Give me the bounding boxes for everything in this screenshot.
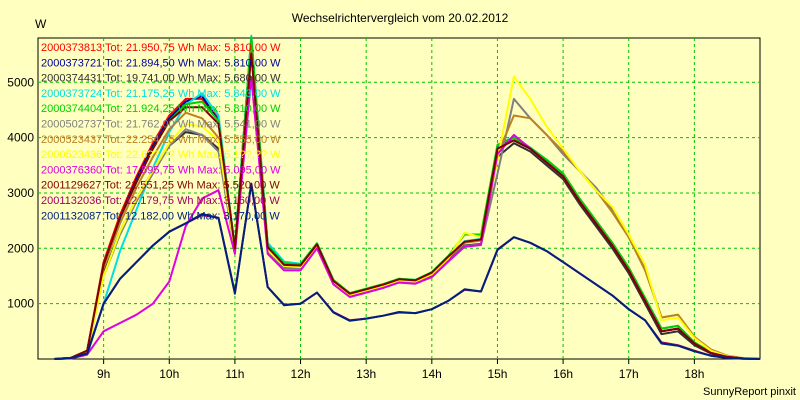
legend-entry-2000373721: 2000373721 Tot: 21.894,50 Wh Max: 5.810,… [41,57,281,69]
y-tick-label: 1000 [7,297,34,311]
x-tick-label: 14h [422,367,442,381]
x-tick-label: 18h [684,367,704,381]
legend-entry-2000374404: 2000374404 Tot: 21.924,25 Wh Max: 5.810,… [41,103,281,115]
series-line-2000523436 [54,75,761,360]
x-tick-label: 16h [553,367,573,381]
footer-credit: SunnyReport pinxit [703,386,796,398]
grid [38,38,760,359]
x-tick-label: 12h [291,367,311,381]
y-axis-label: W [35,17,47,31]
legend-entry-2000523436: 2000523436 Tot: 22.6??,?? Wh Max: 5.1??,… [41,149,281,161]
chart-title: Wechselrichtervergleich vom 20.02.2012 [292,11,509,25]
legend-entry-2001129627: 2001129627 Tot: 21.551,25 Wh Max: 5.520,… [41,180,280,192]
series-line-2001132087 [54,182,761,360]
x-tick-label: 15h [487,367,507,381]
series-line-2001129627 [54,52,761,360]
x-tick-label: 10h [159,367,179,381]
y-tick-label: 5000 [7,75,34,89]
legend: 2000373813 Tot: 21.950,75 Wh Max: 5.810,… [41,42,281,222]
x-tick-label: 11h [225,367,244,381]
legend-entry-2000502737: 2000502737 Tot: 21.762,00 Wh Max: 5.541,… [41,119,281,131]
x-tick-label: 9h [97,367,110,381]
legend-entry-2000523437: 2000523437 Tot: 22.254,25 Wh Max: 5.555,… [41,134,281,146]
plot-area [37,37,761,360]
series-layer [54,34,761,360]
legend-entry-2001132087: 2001132087 Tot: 12.182,00 Wh Max: 3.170,… [41,210,280,222]
legend-entry-2001132036: 2001132036 Tot: 12.179,75 Wh Max: 3.160,… [41,195,280,207]
legend-entry-2000376360: 2000376360 Tot: 17.595,75 Wh Max: 5.095,… [41,164,281,176]
x-tick-label: 13h [356,367,376,381]
x-tick-label: 17h [619,367,639,381]
y-tick-label: 4000 [7,131,34,145]
axes: 1000 2000 3000 4000 5000 9h 10h 11h 12h 13h 14h 15h… [7,75,704,381]
y-tick-label: 2000 [7,241,34,255]
legend-entry-2000373724: 2000373724 Tot: 21.175,25 Wh Max: 5.843,… [41,88,281,100]
legend-entry-2000373813: 2000373813 Tot: 21.950,75 Wh Max: 5.810,… [41,42,281,54]
legend-entry-2000374431: 2000374431 Tot: 19.741,00 Wh Max: 5.680,… [41,73,281,85]
y-tick-label: 3000 [7,186,34,200]
